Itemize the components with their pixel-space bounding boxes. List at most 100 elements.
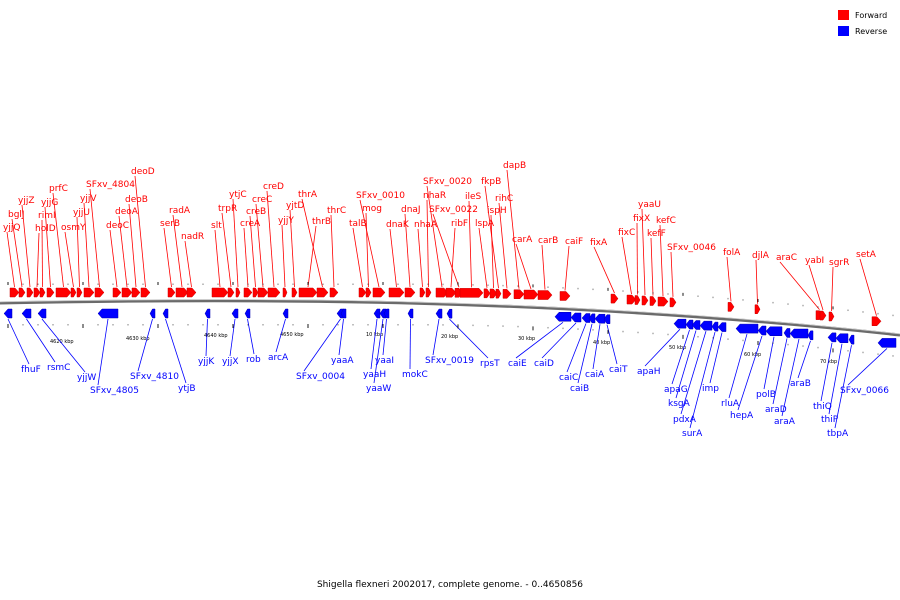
reverse-gene-arrow[interactable]	[588, 313, 596, 324]
forward-gene-arrow[interactable]	[252, 287, 259, 298]
reverse-gene-arrow[interactable]	[783, 328, 791, 338]
reverse-gene-label[interactable]: SFxv_0004	[296, 372, 345, 382]
reverse-gene-label[interactable]: araA	[774, 417, 796, 427]
reverse-gene-label[interactable]: caiE	[508, 359, 527, 369]
forward-gene-label[interactable]: thrB	[312, 217, 331, 227]
forward-gene-label[interactable]: serB	[160, 219, 180, 229]
forward-gene-label[interactable]: yabI	[805, 256, 824, 266]
reverse-gene-label[interactable]: araD	[765, 405, 787, 415]
forward-gene-label[interactable]: yjjU	[73, 208, 90, 218]
forward-gene-label[interactable]: creD	[263, 182, 284, 192]
forward-gene-label[interactable]: yjjY	[278, 216, 294, 226]
reverse-gene-label[interactable]: araB	[790, 379, 811, 389]
reverse-gene-arrow[interactable]	[162, 308, 169, 319]
forward-gene-arrow[interactable]	[55, 287, 72, 298]
forward-gene-arrow[interactable]	[365, 287, 372, 298]
forward-gene-label[interactable]: yjjV	[80, 194, 97, 204]
forward-gene-arrow[interactable]	[828, 311, 835, 322]
forward-gene-label[interactable]: carB	[538, 236, 558, 246]
reverse-gene-label[interactable]: yjjK	[198, 357, 215, 367]
forward-gene-arrow[interactable]	[483, 288, 491, 299]
forward-gene-arrow[interactable]	[388, 287, 405, 298]
forward-gene-arrow[interactable]	[267, 287, 281, 298]
forward-gene-arrow[interactable]	[227, 287, 235, 298]
forward-gene-arrow[interactable]	[257, 287, 269, 298]
forward-gene-label[interactable]: yjjQ	[3, 223, 20, 233]
reverse-gene-arrow[interactable]	[373, 308, 381, 319]
forward-gene-label[interactable]: yaaU	[638, 200, 661, 210]
reverse-gene-arrow[interactable]	[807, 330, 814, 341]
forward-gene-arrow[interactable]	[657, 296, 669, 307]
reverse-gene-arrow[interactable]	[603, 314, 611, 324]
forward-gene-arrow[interactable]	[641, 295, 649, 306]
forward-gene-arrow[interactable]	[404, 287, 416, 298]
reverse-gene-arrow[interactable]	[789, 328, 809, 339]
forward-gene-label[interactable]: nhaR	[423, 191, 446, 201]
forward-gene-arrow[interactable]	[167, 287, 176, 298]
reverse-gene-label[interactable]: yaaH	[363, 370, 386, 380]
reverse-gene-arrow[interactable]	[407, 308, 414, 319]
forward-gene-label[interactable]: deoB	[125, 195, 148, 205]
forward-gene-label[interactable]: radA	[169, 206, 191, 216]
forward-gene-label[interactable]: talB	[349, 219, 367, 229]
reverse-gene-label[interactable]: yjjW	[77, 373, 96, 383]
reverse-gene-label[interactable]: fhuF	[21, 365, 41, 375]
reverse-gene-arrow[interactable]	[717, 322, 727, 332]
reverse-gene-arrow[interactable]	[435, 308, 443, 319]
forward-gene-arrow[interactable]	[291, 287, 298, 298]
forward-gene-arrow[interactable]	[186, 287, 197, 298]
reverse-gene-arrow[interactable]	[673, 318, 687, 329]
reverse-gene-arrow[interactable]	[877, 338, 897, 348]
forward-gene-arrow[interactable]	[76, 287, 83, 298]
forward-gene-arrow[interactable]	[46, 287, 55, 298]
forward-gene-arrow[interactable]	[871, 316, 882, 326]
reverse-gene-arrow[interactable]	[231, 308, 239, 319]
reverse-gene-label[interactable]: caiC	[559, 373, 578, 383]
forward-gene-label[interactable]: setA	[856, 250, 877, 260]
reverse-gene-label[interactable]: ytjB	[178, 384, 196, 394]
reverse-gene-label[interactable]: rsmC	[47, 363, 70, 373]
reverse-gene-arrow[interactable]	[204, 308, 211, 319]
reverse-gene-arrow[interactable]	[685, 319, 694, 330]
forward-gene-label[interactable]: carA	[512, 235, 533, 245]
reverse-gene-arrow[interactable]	[37, 308, 47, 319]
reverse-gene-label[interactable]: yaaA	[331, 356, 354, 366]
reverse-gene-label[interactable]: imp	[702, 384, 719, 394]
reverse-gene-label[interactable]: mokC	[402, 370, 428, 380]
forward-gene-label[interactable]: ytjC	[229, 190, 247, 200]
forward-gene-label[interactable]: caiF	[565, 237, 583, 247]
forward-gene-arrow[interactable]	[445, 287, 457, 298]
reverse-gene-arrow[interactable]	[735, 323, 759, 334]
reverse-gene-arrow[interactable]	[699, 320, 713, 331]
reverse-gene-arrow[interactable]	[149, 308, 156, 319]
forward-gene-arrow[interactable]	[669, 297, 677, 308]
forward-gene-arrow[interactable]	[459, 288, 484, 298]
reverse-gene-label[interactable]: surA	[682, 429, 703, 439]
forward-gene-label[interactable]: creC	[252, 195, 272, 205]
forward-gene-arrow[interactable]	[175, 287, 189, 298]
forward-gene-arrow[interactable]	[298, 287, 318, 298]
forward-gene-label[interactable]: dapB	[503, 161, 526, 171]
forward-gene-label[interactable]: yjjG	[41, 198, 58, 208]
reverse-gene-label[interactable]: thiP	[821, 415, 839, 425]
forward-gene-label[interactable]: osmY	[61, 223, 86, 233]
reverse-gene-arrow[interactable]	[21, 308, 32, 319]
reverse-gene-label[interactable]: arcA	[268, 353, 289, 363]
forward-gene-arrow[interactable]	[211, 287, 229, 298]
forward-gene-arrow[interactable]	[537, 290, 553, 300]
reverse-gene-label[interactable]: tbpA	[827, 429, 849, 439]
forward-gene-label[interactable]: ileS	[465, 192, 482, 202]
reverse-gene-label[interactable]: yaaI	[375, 356, 394, 366]
forward-gene-arrow[interactable]	[121, 287, 133, 298]
reverse-gene-arrow[interactable]	[765, 326, 783, 337]
forward-gene-arrow[interactable]	[419, 287, 426, 298]
forward-gene-label[interactable]: nadR	[181, 232, 204, 242]
reverse-gene-arrow[interactable]	[757, 325, 767, 336]
reverse-gene-arrow[interactable]	[3, 308, 13, 319]
reverse-gene-label[interactable]: pdxA	[673, 415, 697, 425]
reverse-gene-arrow[interactable]	[848, 334, 855, 345]
reverse-gene-arrow[interactable]	[827, 332, 837, 343]
forward-gene-label[interactable]: SFxv_0046	[667, 243, 716, 253]
reverse-gene-label[interactable]: SFxv_0066	[840, 386, 889, 396]
forward-gene-label[interactable]: ispH	[487, 206, 507, 216]
